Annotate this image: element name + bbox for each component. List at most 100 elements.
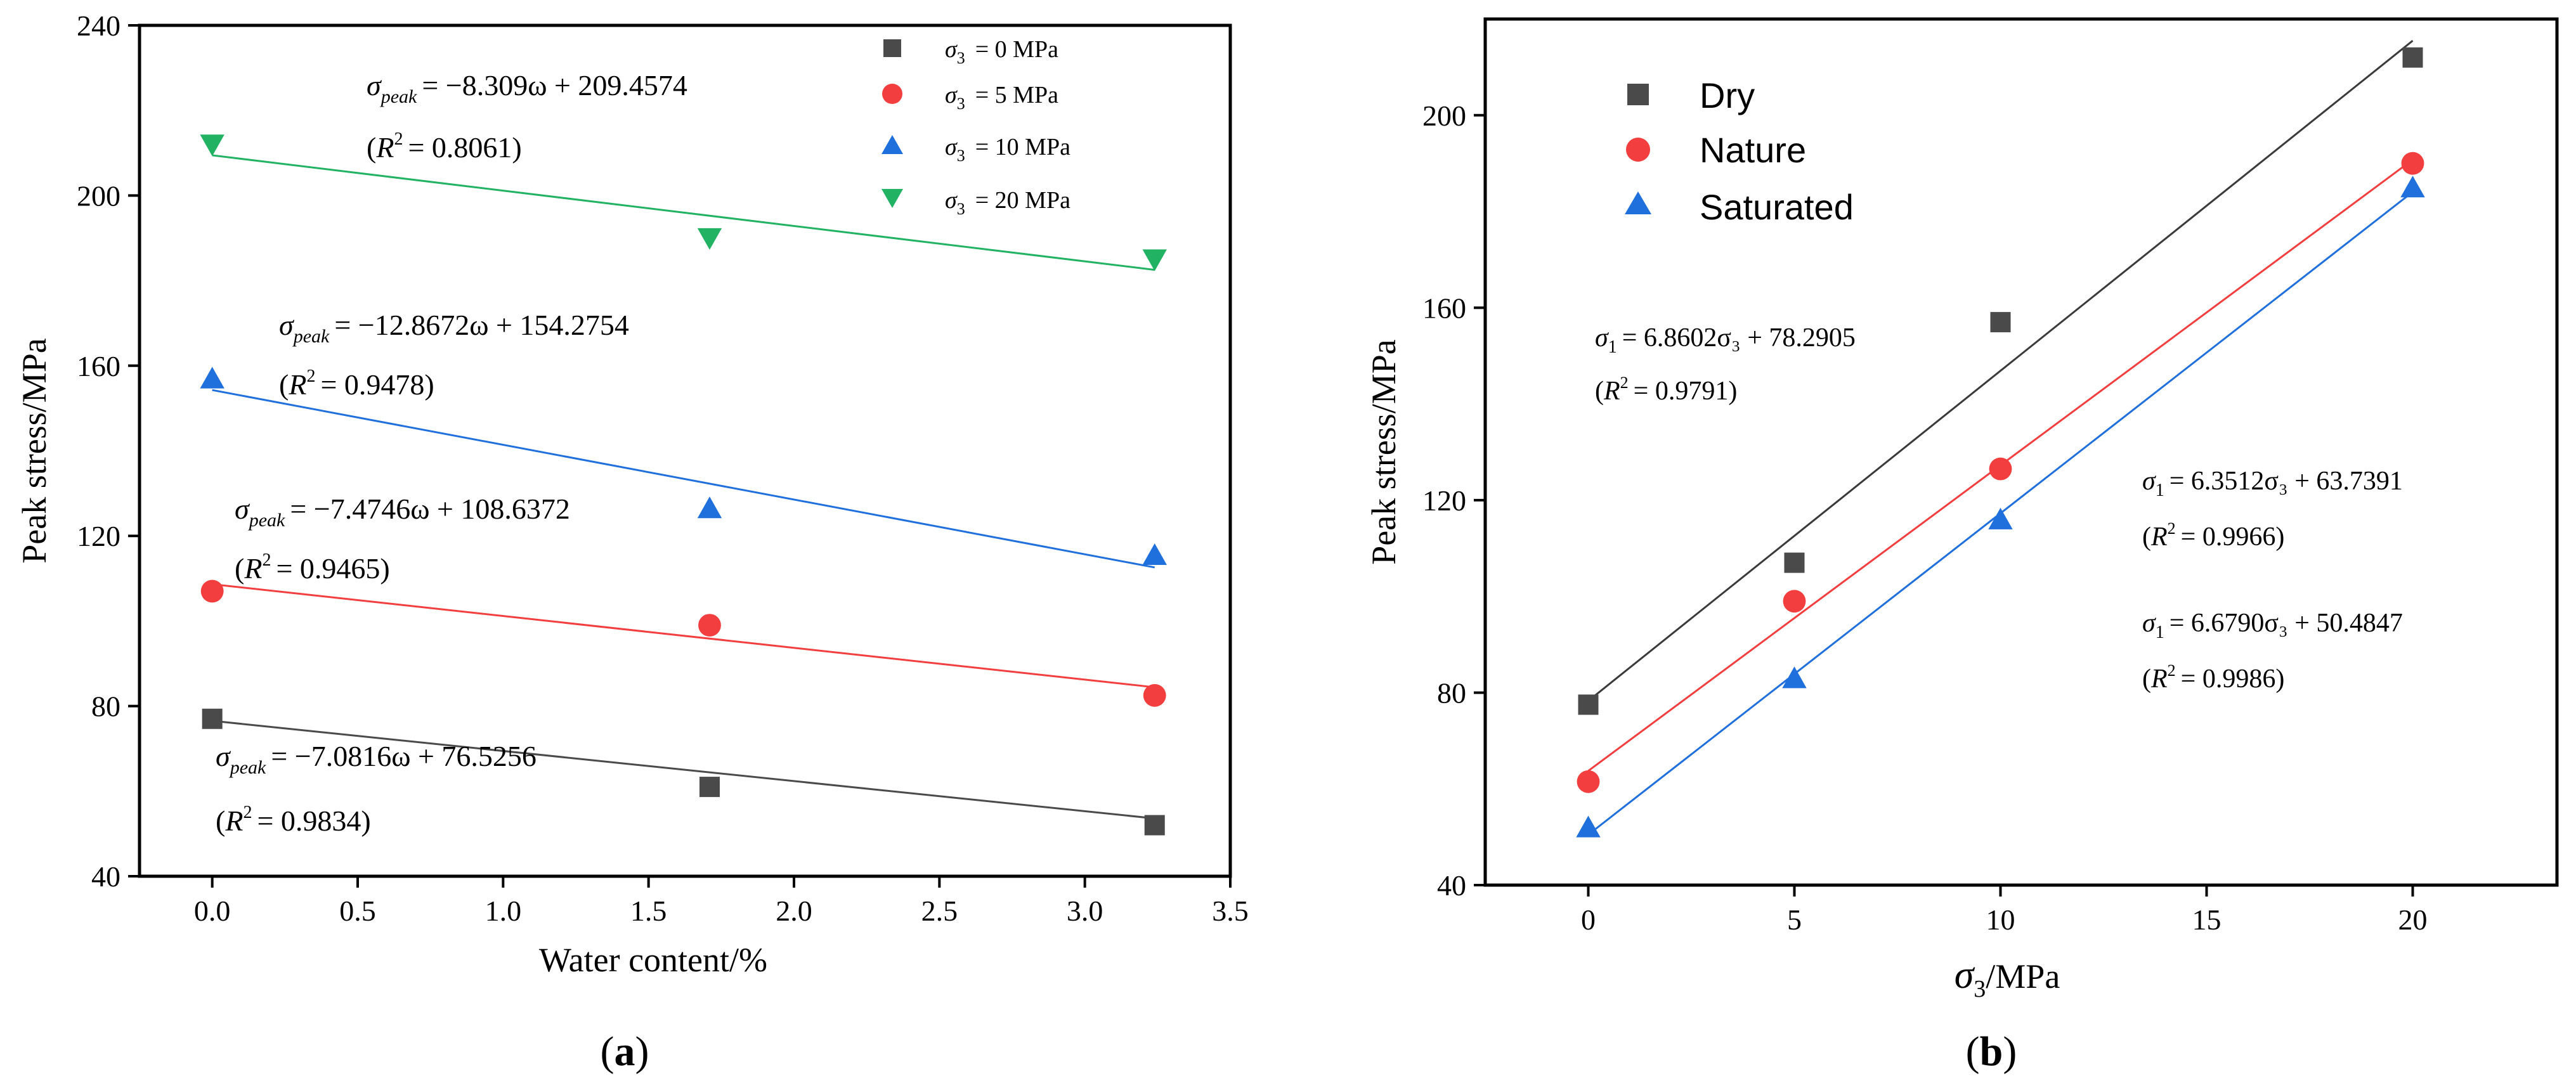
legend-label-sigma: σ [945,36,958,63]
chart-b-xlabel: σ3/MPa [1955,954,2060,1002]
y-tick-label: 80 [1437,677,1466,709]
eq-rhs: = −7.0816ω + 76.5256 [271,740,537,772]
eq-sub: peak [229,757,266,778]
legend-item-10mpa: σ3 = 10 MPa [881,134,1070,165]
legend-marker-triangle-up [881,135,903,154]
eq-rhs: = 6.3512σ₃ + 63.7391 [2169,467,2403,496]
y-tick-label: 40 [1437,869,1466,902]
svg-text:(R2= 0.9478): (R2 = 0.9478) [279,366,434,401]
eq-sigma: σ [2142,609,2157,638]
xlabel-rest: /MPa [1986,957,2060,995]
y-tick-label: 120 [77,520,120,552]
eq-rhs: = −12.8672ω + 154.2754 [334,309,629,341]
legend-label-value: = 10 MPa [975,134,1070,160]
legend-label-sigma: σ [945,134,958,160]
legend-label-sub: 3 [957,49,965,67]
chart-a-plot-frame [138,23,1232,878]
data-point [1578,694,1599,715]
eq-r2: = 0.9478 [320,368,424,401]
eq-r2: = 0.9465 [276,552,380,585]
eq-sub: peak [292,326,330,347]
chart-b-annotation-dry: σ1 = 6.8602σ₃ + 78.2905 (R2 = 0.9791) [1595,323,1856,406]
legend-marker-circle [1626,138,1650,162]
data-point [1988,507,2013,529]
legend-item-saturated: Saturated [1625,187,1854,227]
x-tick-label: 0 [1581,903,1596,936]
eq-r2: = 0.9986 [2181,664,2276,694]
data-point [697,496,722,519]
data-point [2402,47,2423,68]
legend-marker-square [1627,84,1649,105]
svg-text:σpeak= −7.0816ω + 76.5256: σpeak = −7.0816ω + 76.5256 [216,740,537,778]
chart-a-legend: σ3 = 0 MPa σ3 = 5 MPa σ3 = 10 MPa σ3 = 20 MP… [881,36,1070,218]
fit-line-0 [212,720,1155,820]
svg-text:σ3= 5 MPa: σ3 = 5 MPa [945,82,1058,113]
data-point [200,580,224,603]
data-point [1142,249,1167,271]
legend-label: Dry [1700,75,1755,115]
xlabel-sigma: σ [1955,954,1975,997]
legend-label-sub: 3 [957,94,965,113]
eq-sub: 1 [2156,623,2164,642]
y-tick-label: 240 [77,10,120,42]
legend-label-value: = 0 MPa [975,36,1058,63]
x-tick-label: 1.0 [485,895,522,927]
eq-sub: 1 [2156,481,2164,500]
data-point [1782,666,1807,689]
data-point [1783,590,1806,613]
data-point [1990,312,2011,333]
chart-a-annotation-0mpa: σpeak = −7.0816ω + 76.5256 (R2 = 0.9834) [216,740,537,837]
svg-text:(R2= 0.9465): (R2 = 0.9465) [235,550,390,585]
eq-r2: = 0.9834 [257,805,361,837]
svg-text:σ1= 6.6790σ₃ + 50.4847: σ1 = 6.6790σ₃ + 50.4847 [2142,609,2403,642]
legend-item-0mpa: σ3 = 0 MPa [883,36,1058,67]
svg-text:σ3= 20 MPa: σ3 = 20 MPa [945,187,1070,218]
chart-a-annotation-20mpa: σpeak = −8.309ω + 209.4574 (R2 = 0.8061) [367,69,687,164]
eq-sigma: σ [235,493,250,525]
data-point [202,708,223,729]
legend-label-sub: 3 [957,146,965,165]
legend-item-dry: Dry [1627,75,1755,115]
svg-text:(R2= 0.9986): (R2 = 0.9986) [2142,661,2284,694]
chart-a-fit-lines [212,154,1155,820]
svg-text:σpeak= −8.309ω + 209.4574: σpeak = −8.309ω + 209.4574 [367,69,687,107]
data-point [1144,815,1165,836]
chart-b-panel-label: (b) [1966,1028,2017,1075]
chart-a: 0.0 0.5 1.0 1.5 2.0 2.5 3.0 3.5 40 80 120 160 200 240… [15,10,1249,1075]
svg-text:(R2= 0.9834): (R2 = 0.9834) [216,803,371,837]
chart-a-points [200,134,1167,836]
legend-item-20mpa: σ3 = 20 MPa [881,187,1070,218]
legend-label-value: = 5 MPa [975,82,1058,108]
data-point [2400,176,2425,198]
chart-a-xlabel: Water content/% [539,941,767,979]
x-tick-label: 3.5 [1212,895,1249,927]
chart-a-annotation-10mpa: σpeak = −12.8672ω + 154.2754 (R2 = 0.9478) [279,309,629,401]
y-tick-label: 40 [91,860,120,893]
y-tick-label: 80 [91,690,120,723]
legend-label-value: = 20 MPa [975,187,1070,214]
legend-marker-square [883,39,901,57]
data-point [1577,770,1600,793]
svg-text:σ3= 10 MPa: σ3 = 10 MPa [945,134,1070,165]
svg-text:(R2= 0.9966): (R2 = 0.9966) [2142,519,2284,552]
eq-rhs: = −7.4746ω + 108.6372 [290,493,570,525]
legend-label-sigma: σ [945,82,958,108]
y-tick-label: 200 [1422,100,1466,132]
fit-line-1 [212,583,1155,689]
x-tick-label: 0.0 [194,895,231,927]
data-point [1784,552,1805,573]
chart-a-panel-label: (a) [601,1028,649,1075]
eq-sigma: σ [216,740,231,772]
data-point [1142,543,1167,566]
x-tick-label: 20 [2398,903,2428,936]
eq-sub: 1 [1608,337,1617,357]
data-point [200,134,224,157]
legend-marker-triangle-up [1625,191,1651,214]
y-tick-label: 160 [77,350,120,382]
eq-sigma: σ [1595,323,1610,353]
eq-rhs: = −8.309ω + 209.4574 [422,69,687,101]
chart-b-annotation-nature: σ1 = 6.3512σ₃ + 63.7391 (R2 = 0.9966) [2142,467,2403,552]
chart-a-ticks: 0.0 0.5 1.0 1.5 2.0 2.5 3.0 3.5 40 80 120 160 200 240 [77,10,1249,927]
fit-line-3 [212,154,1155,271]
